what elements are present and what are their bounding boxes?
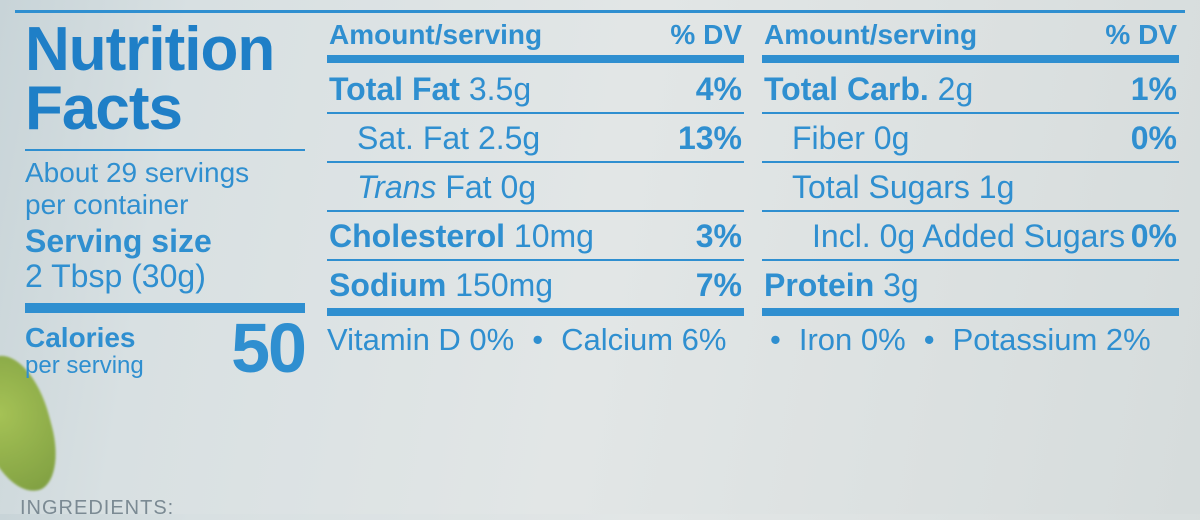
sodium-dv: 7% [696, 267, 742, 304]
divider [25, 149, 305, 151]
potassium: Potassium 2% [953, 322, 1151, 358]
calcium: Calcium 6% [561, 322, 726, 358]
trans-italic: Trans [357, 169, 436, 205]
dv-header-2: % DV [1105, 19, 1177, 51]
bullet-icon: • [770, 322, 781, 358]
iron: Iron 0% [799, 322, 906, 358]
fiber-dv: 0% [1131, 120, 1177, 157]
column-header-2: Amount/serving % DV [762, 19, 1179, 51]
total-fat-dv: 4% [696, 71, 742, 108]
cholesterol-dv: 3% [696, 218, 742, 255]
amount-header: Amount/serving [329, 19, 542, 51]
total-sugars-row: Total Sugars 1g [762, 163, 1179, 212]
total-fat-label: Total Fat [329, 71, 460, 107]
dv-header: % DV [670, 19, 742, 51]
title-line2: Facts [25, 80, 305, 139]
cholesterol-label: Cholesterol [329, 218, 505, 254]
trans-fat-row: Trans Fat 0g [327, 163, 744, 212]
ingredients-label: INGREDIENTS: [20, 497, 174, 520]
calories-label: Calories [25, 323, 144, 352]
cholesterol-value: 10mg [505, 218, 594, 254]
servings-per-container-1: About 29 servings [25, 157, 305, 189]
protein-row: Protein 3g [762, 261, 1179, 308]
divider-dark-2 [762, 55, 1179, 63]
total-carb-row: Total Carb. 2g 1% [762, 65, 1179, 114]
serving-size-value: 2 Tbsp (30g) [25, 258, 305, 295]
serving-size-label: Serving size [25, 223, 305, 260]
bullet-icon: • [532, 322, 543, 358]
sat-fat-dv: 13% [678, 120, 742, 157]
nutrition-facts-panel: Nutrition Facts About 29 servings per co… [15, 10, 1185, 514]
total-carb-label: Total Carb. [764, 71, 929, 107]
sodium-row: Sodium 150mg 7% [327, 261, 744, 308]
title-line1: Nutrition [25, 21, 305, 80]
vitamins-footer-left: Vitamin D 0% • Calcium 6% [327, 308, 744, 358]
sat-fat-row: Sat. Fat 2.5g 13% [327, 114, 744, 163]
servings-per-container-2: per container [25, 189, 305, 221]
vitamin-d: Vitamin D 0% [327, 322, 514, 358]
total-carb-dv: 1% [1131, 71, 1177, 108]
nutrient-column-1: Amount/serving % DV Total Fat 3.5g 4% Sa… [315, 13, 750, 514]
total-fat-value: 3.5g [460, 71, 531, 107]
total-fat-row: Total Fat 3.5g 4% [327, 65, 744, 114]
trans-fat-value: Fat 0g [436, 169, 536, 205]
fiber-row: Fiber 0g 0% [762, 114, 1179, 163]
added-sugars-dv: 0% [1131, 218, 1177, 255]
divider-dark [327, 55, 744, 63]
cholesterol-row: Cholesterol 10mg 3% [327, 212, 744, 261]
bullet-icon: • [924, 322, 935, 358]
protein-label: Protein [764, 267, 874, 303]
protein-value: 3g [874, 267, 918, 303]
nutrient-column-2: Amount/serving % DV Total Carb. 2g 1% Fi… [750, 13, 1185, 514]
total-carb-value: 2g [929, 71, 973, 107]
vitamins-footer-right: • Iron 0% • Potassium 2% [762, 308, 1179, 358]
added-sugars-label: Incl. 0g Added Sugars [764, 218, 1125, 255]
sat-fat-label: Sat. Fat 2.5g [329, 120, 540, 157]
amount-header-2: Amount/serving [764, 19, 977, 51]
fiber-label: Fiber 0g [764, 120, 909, 157]
calories-value: 50 [231, 317, 305, 380]
total-sugars-label: Total Sugars 1g [764, 169, 1014, 206]
sodium-label: Sodium [329, 267, 446, 303]
added-sugars-row: Incl. 0g Added Sugars 0% [762, 212, 1179, 261]
column-header-1: Amount/serving % DV [327, 19, 744, 51]
calories-row: Calories per serving 50 [25, 317, 305, 380]
left-column: Nutrition Facts About 29 servings per co… [15, 13, 315, 514]
sodium-value: 150mg [446, 267, 553, 303]
per-serving-label: per serving [25, 352, 144, 380]
